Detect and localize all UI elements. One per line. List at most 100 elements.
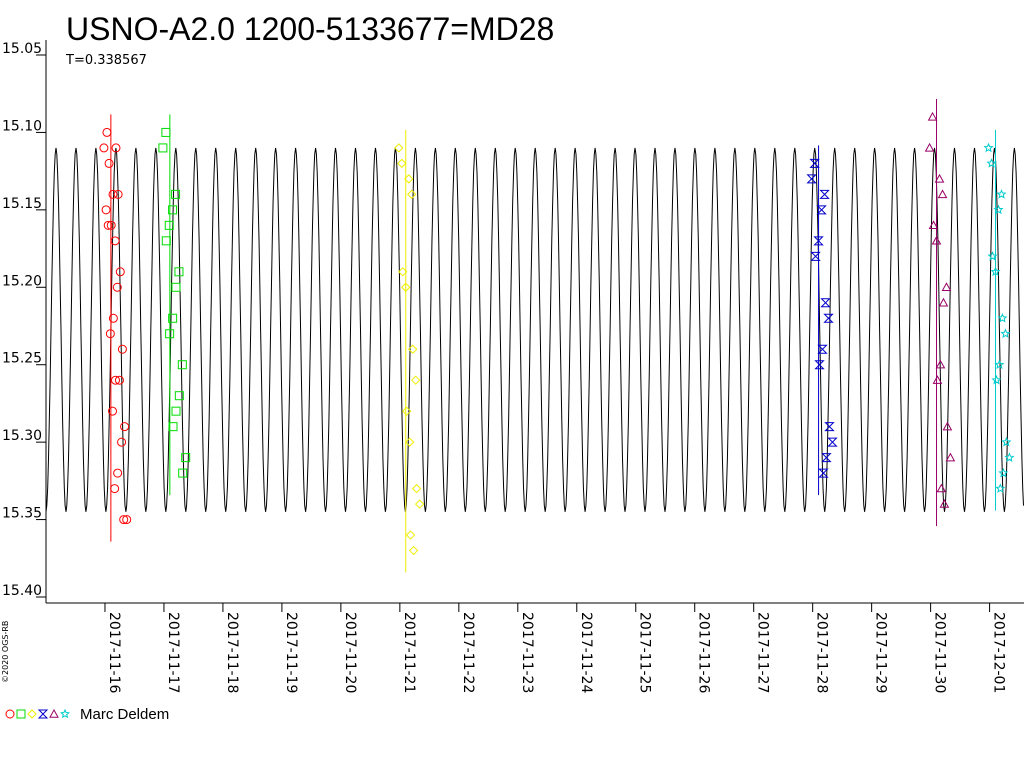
x-tick-label: 2017-11-25	[637, 612, 653, 693]
legend-marker-circle	[5, 709, 15, 719]
data-point	[101, 205, 111, 215]
data-point	[108, 189, 118, 199]
y-tick-label: 15.05	[2, 41, 42, 57]
data-point	[108, 313, 118, 323]
x-tick-label: 2017-11-21	[401, 612, 417, 693]
data-point	[823, 313, 834, 323]
data-point	[405, 530, 416, 540]
legend-marker-diamond	[27, 709, 37, 719]
legend-marker-hourglass	[37, 709, 49, 719]
series-square	[158, 114, 191, 496]
data-point	[813, 236, 824, 246]
data-point	[174, 391, 184, 401]
data-point	[809, 158, 820, 168]
series-star	[983, 129, 1015, 511]
data-point	[181, 453, 191, 463]
data-point	[407, 344, 418, 354]
x-tick-label: 2017-11-24	[578, 612, 594, 693]
data-point	[404, 437, 415, 447]
data-point	[394, 143, 404, 153]
data-point	[174, 267, 184, 277]
x-tick-label: 2017-11-23	[519, 612, 535, 693]
data-point	[108, 406, 118, 416]
y-tick-label: 15.35	[2, 506, 42, 522]
data-point	[824, 422, 835, 432]
y-tick-label: 15.25	[2, 351, 42, 367]
x-tick-label: 2017-11-30	[932, 612, 948, 693]
data-point	[401, 406, 412, 416]
data-point	[997, 313, 1008, 323]
data-point	[397, 158, 407, 169]
series-hourglass	[806, 145, 838, 496]
data-point	[177, 360, 187, 370]
data-point	[935, 359, 946, 369]
data-point	[171, 189, 181, 199]
data-point	[113, 468, 123, 478]
data-point	[171, 406, 181, 416]
data-point	[938, 297, 949, 307]
data-point	[1004, 452, 1015, 462]
data-point	[168, 422, 178, 432]
x-tick-label: 2017-11-20	[342, 612, 358, 693]
data-point	[414, 499, 425, 509]
x-tick-label: 2017-12-01	[991, 612, 1007, 693]
data-point	[122, 515, 132, 525]
credit-text: ©2020 OGS-RB	[1, 621, 10, 683]
data-point	[821, 453, 832, 463]
series-triangle	[924, 98, 956, 527]
data-point	[115, 267, 125, 277]
data-point	[161, 236, 171, 246]
data-point	[117, 344, 127, 354]
data-point	[810, 251, 821, 261]
data-point	[411, 483, 422, 494]
chart-subtitle: T=0.338567	[65, 53, 147, 68]
y-tick-label: 15.10	[2, 118, 42, 134]
data-point	[161, 127, 171, 137]
x-tick-label: 2017-11-27	[755, 612, 771, 693]
chart-title: USNO-A2.0 1200-5133677=MD28	[66, 11, 554, 47]
legend-observer: Marc Deldem	[80, 706, 169, 723]
axes	[45, 40, 1024, 604]
y-tick-label: 15.40	[2, 583, 42, 599]
data-point	[991, 374, 1002, 385]
data-point	[806, 174, 817, 184]
x-tick-label: 2017-11-22	[460, 612, 476, 693]
data-point	[941, 282, 952, 291]
legend: Marc Deldem	[5, 706, 169, 723]
data-point	[158, 143, 168, 153]
data-point	[113, 189, 123, 199]
data-point	[936, 483, 947, 493]
data-point	[934, 173, 945, 183]
data-point	[827, 437, 838, 447]
data-point	[816, 205, 827, 215]
x-tick-label: 2017-11-18	[224, 612, 240, 693]
data-point	[99, 143, 109, 153]
y-tick-label: 15.30	[2, 428, 42, 444]
series-circle	[99, 114, 132, 542]
data-point	[996, 189, 1007, 199]
data-point	[1001, 436, 1012, 447]
data-point	[814, 360, 825, 370]
y-ticks: 15.05 15.10 15.15 15.20 15.25 15.30 15.35 15.40	[2, 41, 46, 599]
x-tick-label: 2017-11-28	[814, 612, 830, 693]
x-tick-label: 2017-11-19	[283, 612, 299, 693]
data-point	[119, 515, 129, 525]
y-tick-label: 15.20	[2, 273, 42, 289]
data-point	[171, 282, 181, 292]
data-point	[945, 452, 956, 462]
data-point	[928, 220, 939, 230]
data-point	[820, 298, 831, 308]
data-point	[994, 359, 1005, 370]
model-curve-line	[45, 147, 1024, 512]
data-point	[114, 375, 124, 385]
y-tick-label: 15.15	[2, 196, 42, 212]
data-point	[995, 483, 1006, 493]
data-point	[986, 158, 997, 168]
x-tick-label: 2017-11-17	[165, 612, 181, 693]
data-point	[102, 127, 112, 137]
data-point	[942, 421, 953, 431]
legend-marker-star	[60, 708, 70, 719]
data-point	[178, 468, 188, 478]
data-point	[117, 437, 127, 447]
